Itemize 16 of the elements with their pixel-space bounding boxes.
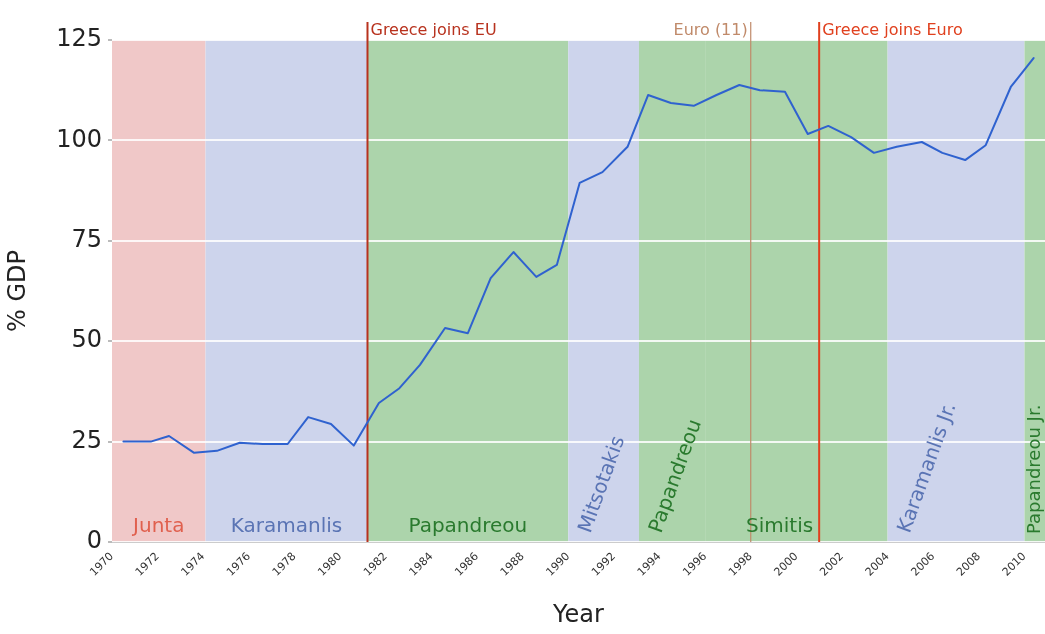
ref-line-label: Greece joins EU	[370, 20, 497, 40]
ref-line-label: Euro (11)	[673, 20, 748, 40]
y-axis-title: % GDP	[2, 250, 31, 332]
y-tick-label: 100	[56, 124, 102, 153]
band-label: Papandreou	[408, 513, 528, 537]
x-axis-title: Year	[552, 599, 605, 628]
ref-line-label: Greece joins Euro	[822, 20, 963, 40]
band-label: Junta	[131, 513, 185, 537]
y-tick-label: 125	[56, 24, 102, 53]
band-label: Simitis	[746, 513, 814, 537]
band-label: Karamanlis	[230, 513, 343, 537]
y-tick-label: 50	[71, 325, 102, 354]
y-tick-label: 75	[71, 225, 102, 254]
band-label: Papandreou Jr.	[1023, 404, 1045, 534]
y-tick-label: 25	[71, 425, 102, 454]
y-tick-label: 0	[86, 526, 102, 555]
